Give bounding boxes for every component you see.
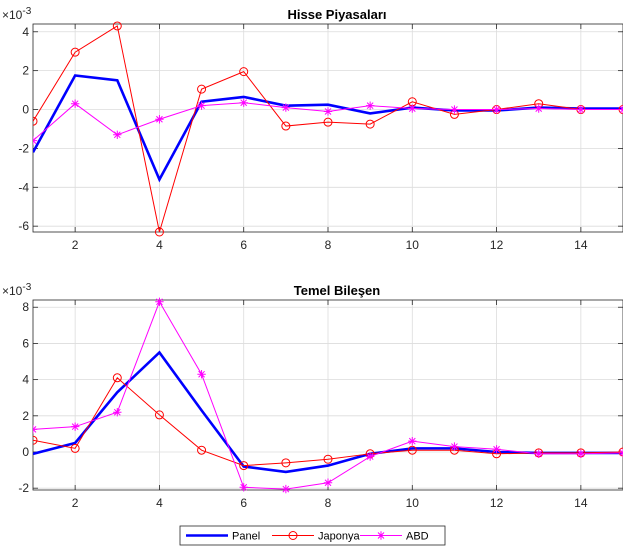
legend-marker-japonya [288, 531, 298, 540]
data-point-japonya [618, 447, 623, 457]
chart-title: Temel Bileşen [294, 283, 381, 298]
data-point-abd [408, 436, 417, 446]
data-point-japonya [197, 445, 207, 455]
y-exponent-label: ×10-3 [2, 6, 32, 22]
legend-label-panel: Panel [232, 531, 260, 543]
data-point-japonya [112, 21, 122, 31]
data-point-abd [239, 98, 248, 107]
data-point-abd [450, 105, 459, 114]
legend-label-japonya: Japonya [318, 531, 360, 543]
data-point-abd [534, 104, 543, 113]
x-tick-label: 8 [325, 496, 332, 510]
data-point-japonya [239, 67, 249, 77]
data-point-japonya [33, 435, 38, 445]
legend: Panel Japonya ABD [179, 525, 446, 546]
data-point-japonya [323, 117, 333, 127]
data-point-japonya [239, 461, 249, 471]
data-point-abd [155, 115, 164, 124]
data-point-japonya [154, 227, 164, 237]
data-point-abd [197, 101, 206, 110]
data-point-abd [70, 99, 80, 108]
data-point-japonya [70, 47, 80, 57]
data-point-abd [323, 478, 333, 487]
y-tick-label: -2 [18, 481, 29, 495]
data-point-abd [155, 297, 164, 307]
data-point-abd [33, 425, 38, 434]
x-tick-label: 12 [490, 238, 504, 252]
data-point-japonya [407, 445, 417, 455]
data-point-japonya [323, 454, 333, 464]
data-point-abd [408, 104, 417, 113]
data-point-japonya [281, 458, 291, 468]
series-group [33, 21, 623, 237]
data-point-japonya [112, 373, 122, 383]
data-point-abd [450, 442, 459, 451]
series-line-japonya [33, 377, 623, 467]
y-tick-label: -4 [18, 180, 29, 194]
x-tick-label: 12 [490, 496, 504, 510]
y-tick-label: 8 [22, 300, 29, 314]
data-point-japonya [365, 119, 375, 129]
x-tick-label: 6 [240, 496, 247, 510]
data-point-abd [365, 452, 375, 461]
data-point-japonya [154, 410, 164, 420]
y-tick-label: 6 [22, 336, 29, 350]
x-tick-label: 4 [156, 496, 163, 510]
y-tick-label: 4 [22, 373, 29, 387]
data-point-abd [197, 369, 206, 379]
data-point-abd [70, 422, 80, 431]
data-point-abd [492, 445, 501, 454]
x-tick-label: 2 [72, 238, 79, 252]
series-group [33, 297, 623, 494]
data-point-abd [576, 449, 586, 459]
chart-title: Hisse Piyasaları [287, 7, 386, 22]
legend-label-abd: ABD [406, 531, 429, 543]
data-point-abd [576, 105, 586, 114]
y-tick-label: 0 [22, 103, 29, 117]
data-point-abd [113, 130, 122, 140]
x-tick-label: 8 [325, 238, 332, 252]
data-point-abd [365, 101, 375, 110]
subplot-temel-bilesen: 2 4 6 8 10 12 14 -2 0 2 4 6 8 ×10-3 Temel Bileşen [2, 282, 623, 510]
y-tick-label: 4 [22, 25, 29, 39]
x-tick-label: 2 [72, 496, 79, 510]
data-point-abd [281, 484, 291, 494]
data-point-japonya [281, 121, 291, 131]
y-exponent-label: ×10-3 [2, 282, 32, 298]
series-line-japonya [33, 25, 623, 233]
data-point-abd [239, 483, 248, 492]
data-point-japonya [197, 84, 207, 94]
x-tick-label: 10 [406, 496, 420, 510]
x-tick-label: 14 [574, 496, 588, 510]
subplot-hisse-piyasalari: 2 4 6 8 10 12 14 -6 -4 -2 0 2 4 ×10-3 Hisse Piyasaları [2, 6, 623, 252]
x-tick-label: 10 [406, 238, 420, 252]
y-tick-label: 2 [22, 409, 29, 423]
x-tick-label: 4 [156, 238, 163, 252]
x-tick-label: 14 [574, 238, 588, 252]
y-tick-label: -2 [18, 141, 29, 155]
legend-marker-abd [376, 531, 386, 540]
y-tick-label: 0 [22, 445, 29, 459]
data-point-abd [534, 449, 543, 459]
data-point-japonya [33, 116, 38, 126]
data-point-abd [492, 105, 501, 114]
data-point-abd [323, 107, 333, 116]
x-tick-label: 6 [240, 238, 247, 252]
data-point-japonya [70, 443, 80, 453]
data-point-abd [113, 407, 122, 417]
data-point-abd [33, 136, 38, 145]
y-tick-label: 2 [22, 64, 29, 78]
data-point-abd [281, 103, 291, 112]
y-tick-label: -6 [18, 219, 29, 233]
